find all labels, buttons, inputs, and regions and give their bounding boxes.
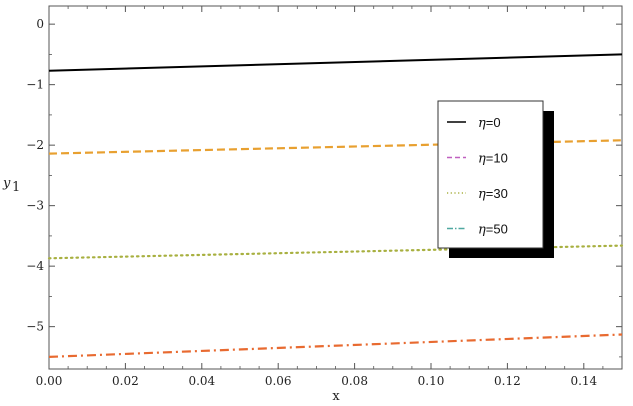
x-tick-label: 0.06 [265, 374, 292, 388]
y-tick-label: −1 [26, 78, 44, 92]
legend-value: =10 [486, 151, 508, 166]
legend-eta-symbol: η [478, 187, 486, 202]
x-axis-title: x [332, 389, 340, 404]
x-tick-label: 0.04 [188, 374, 215, 388]
series-line [48, 333, 623, 358]
legend-label: η=30 [478, 186, 508, 202]
y-tick-label: −4 [26, 259, 44, 273]
x-tick-label: 0.12 [494, 374, 521, 388]
series-line [48, 53, 623, 72]
y-tick-label: 0 [36, 17, 44, 31]
legend-eta-symbol: η [478, 116, 486, 131]
y-axis-title-subscript: 1 [12, 180, 20, 195]
y-tick-label: −2 [26, 138, 44, 152]
x-axis-ticks: 0.00 0.02 0.04 0.06 0.08 0.10 0.12 0.14 [36, 6, 604, 388]
legend-label: η=0 [478, 115, 501, 131]
legend-value: =0 [486, 115, 501, 130]
legend-value: =50 [486, 222, 508, 237]
y-axis-ticks: 0 −1 −2 −3 −4 −5 [26, 17, 622, 358]
legend-box [437, 100, 544, 249]
x-tick-label: 0.02 [112, 374, 139, 388]
x-tick-label: 0.00 [36, 374, 63, 388]
legend-label: η=50 [478, 222, 508, 238]
legend: η=0η=10η=30η=50 [437, 100, 554, 258]
y-tick-label: −3 [26, 199, 44, 213]
y-axis-title: y [2, 176, 11, 191]
legend-value: =30 [486, 186, 508, 201]
x-tick-label: 0.14 [570, 374, 597, 388]
y-tick-label: −5 [26, 320, 44, 334]
legend-label: η=10 [478, 151, 508, 167]
x-tick-label: 0.08 [341, 374, 368, 388]
x-tick-label: 0.10 [418, 374, 445, 388]
legend-eta-symbol: η [478, 223, 486, 238]
legend-eta-symbol: η [478, 152, 486, 167]
